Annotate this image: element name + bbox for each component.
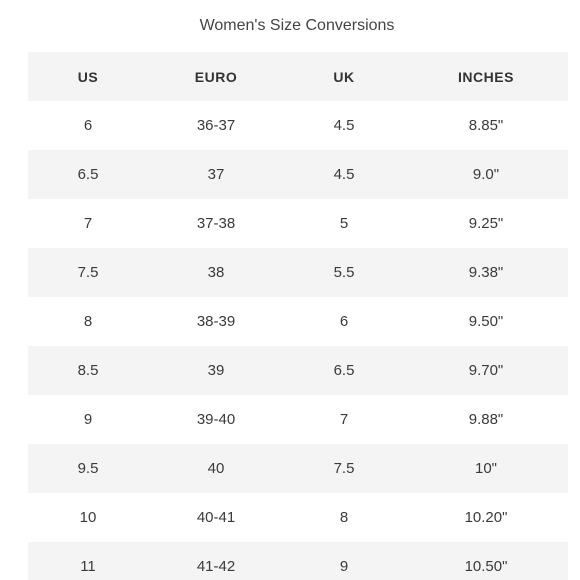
cell-euro: 37-38	[196, 215, 236, 232]
cell-inches: 8.85"	[468, 117, 504, 134]
cell-uk: 7	[339, 411, 349, 428]
cell-uk: 8	[339, 509, 349, 526]
table-row: 7 37-38 5 9.25"	[28, 199, 568, 248]
cell-us: 10	[79, 509, 97, 526]
cell-uk: 4.5	[333, 166, 355, 183]
cell-inches: 9.88"	[468, 411, 504, 428]
cell-uk: 6.5	[333, 362, 355, 379]
cell-uk: 5.5	[333, 264, 355, 281]
cell-euro: 36-37	[196, 117, 236, 134]
header-inches: INCHES	[458, 68, 514, 85]
table-row: 11 41-42 9 10.50"	[28, 542, 568, 580]
cell-euro: 39-40	[196, 411, 236, 428]
header-uk: UK	[333, 68, 355, 85]
cell-inches: 9.50"	[468, 313, 504, 330]
cell-inches: 10.20"	[464, 509, 508, 526]
size-conversion-table: US EURO UK INCHES 6 36-37 4.5 8.85" 6.5 …	[28, 52, 568, 580]
cell-euro: 38	[207, 264, 225, 281]
header-us: US	[77, 68, 99, 85]
table-row: 6 36-37 4.5 8.85"	[28, 101, 568, 150]
cell-uk: 6	[339, 313, 349, 330]
cell-inches: 10"	[474, 460, 497, 477]
table-title: Women's Size Conversions	[199, 17, 395, 34]
cell-us: 8.5	[77, 362, 99, 379]
cell-us: 9	[83, 411, 93, 428]
table-row: 6.5 37 4.5 9.0"	[28, 150, 568, 199]
cell-inches: 9.25"	[468, 215, 504, 232]
cell-uk: 7.5	[333, 460, 355, 477]
cell-us: 11	[80, 558, 96, 575]
table-row: 9 39-40 7 9.88"	[28, 395, 568, 444]
table-header-row: US EURO UK INCHES	[28, 52, 568, 101]
cell-inches: 9.38"	[468, 264, 504, 281]
cell-us: 7.5	[77, 264, 99, 281]
cell-uk: 4.5	[333, 117, 355, 134]
cell-us: 6	[83, 117, 93, 134]
cell-euro: 40-41	[196, 509, 236, 526]
cell-inches: 10.50"	[464, 558, 508, 575]
cell-uk: 5	[339, 215, 349, 232]
table-row: 7.5 38 5.5 9.38"	[28, 248, 568, 297]
cell-euro: 41-42	[196, 558, 236, 575]
table-row: 8 38-39 6 9.50"	[28, 297, 568, 346]
cell-euro: 40	[207, 460, 225, 477]
table-row: 10 40-41 8 10.20"	[28, 493, 568, 542]
cell-us: 8	[83, 313, 93, 330]
cell-euro: 38-39	[196, 313, 236, 330]
table-row: 8.5 39 6.5 9.70"	[28, 346, 568, 395]
header-euro: EURO	[194, 68, 238, 85]
cell-inches: 9.0"	[472, 166, 500, 183]
cell-us: 6.5	[77, 166, 99, 183]
cell-euro: 39	[207, 362, 225, 379]
cell-euro: 37	[207, 166, 225, 183]
cell-us: 7	[83, 215, 93, 232]
cell-uk: 9	[339, 558, 349, 575]
cell-us: 9.5	[77, 460, 99, 477]
cell-inches: 9.70"	[468, 362, 504, 379]
table-row: 9.5 40 7.5 10"	[28, 444, 568, 493]
